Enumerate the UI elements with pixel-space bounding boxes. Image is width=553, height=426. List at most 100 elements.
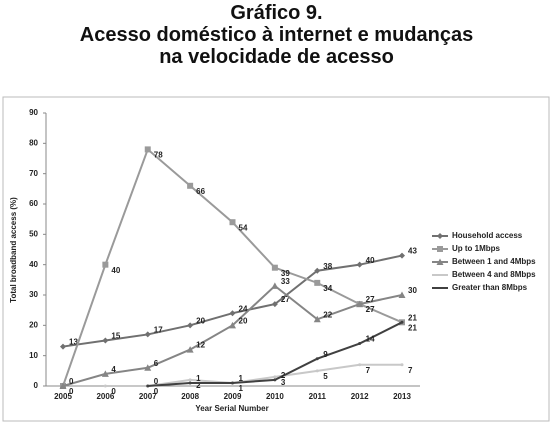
point — [229, 321, 236, 329]
data-label: 38 — [323, 262, 332, 271]
point — [144, 364, 152, 371]
data-label: 24 — [239, 304, 248, 313]
x-axis-label: Year Serial Number — [195, 404, 268, 413]
x-tick-label: 2010 — [266, 392, 284, 401]
data-label: 5 — [323, 372, 328, 381]
data-label: 9 — [323, 350, 328, 359]
point — [59, 382, 67, 389]
data-label: 21 — [408, 323, 417, 332]
data-label: 30 — [408, 286, 417, 295]
data-label: 20 — [239, 316, 248, 325]
legend-label: Household access — [452, 231, 523, 240]
y-axis-label: Total broadband access (%) — [9, 197, 18, 303]
point — [437, 246, 443, 252]
point — [187, 322, 194, 329]
data-label: 27 — [366, 295, 375, 304]
data-label: 54 — [239, 223, 248, 232]
point — [60, 343, 66, 350]
data-label: 0 — [154, 377, 159, 386]
data-label: 27 — [281, 295, 290, 304]
point — [229, 310, 236, 317]
data-label: 66 — [196, 187, 205, 196]
point — [271, 301, 278, 308]
data-label: 1 — [196, 374, 201, 383]
data-label: 6 — [154, 359, 159, 368]
point — [399, 252, 405, 259]
point — [144, 331, 151, 338]
point — [273, 375, 277, 379]
data-label: 13 — [69, 338, 78, 347]
point — [102, 261, 109, 268]
point — [314, 267, 321, 274]
y-tick-label: 60 — [29, 199, 38, 208]
data-label: 34 — [323, 284, 332, 293]
data-label: 1 — [239, 384, 244, 393]
point — [315, 357, 319, 361]
y-tick-label: 20 — [29, 320, 38, 329]
data-label: 7 — [366, 366, 371, 375]
data-label: 39 — [281, 269, 290, 278]
legend-label: Up to 1Mbps — [452, 244, 501, 253]
point — [313, 315, 321, 323]
y-tick-label: 50 — [29, 229, 38, 238]
data-label: 12 — [196, 341, 205, 350]
data-label: 0 — [111, 387, 116, 396]
point — [187, 182, 194, 189]
data-label: 20 — [196, 316, 205, 325]
chart-title: Gráfico 9. — [230, 2, 323, 24]
x-tick-label: 2011 — [309, 392, 327, 401]
point — [356, 300, 364, 308]
y-tick-label: 10 — [29, 351, 38, 360]
chart-subtitle: Acesso doméstico à internet e mudanças — [79, 24, 474, 46]
y-tick-label: 30 — [29, 290, 38, 299]
point — [102, 337, 109, 344]
point — [146, 384, 150, 388]
data-label: 33 — [281, 277, 290, 286]
point — [188, 378, 192, 382]
data-label: 17 — [154, 326, 163, 335]
point — [358, 342, 362, 346]
y-tick-label: 80 — [29, 138, 38, 147]
y-tick-label: 90 — [29, 108, 38, 117]
point — [400, 363, 404, 367]
point — [271, 264, 278, 271]
x-tick-label: 2005 — [54, 392, 72, 401]
data-label: 3 — [281, 378, 286, 387]
data-label: 2 — [281, 371, 286, 380]
data-label: 7 — [408, 366, 413, 375]
data-label: 0 — [69, 377, 74, 386]
data-label: 15 — [111, 332, 120, 341]
data-label: 22 — [323, 310, 332, 319]
point — [144, 146, 151, 153]
point — [231, 381, 234, 385]
y-tick-label: 0 — [34, 381, 39, 390]
point — [315, 369, 319, 373]
data-label: 1 — [239, 374, 244, 383]
point — [188, 381, 192, 385]
legend-label: Between 1 and 4Mbps — [452, 257, 536, 266]
point — [103, 384, 107, 388]
point — [186, 346, 194, 353]
x-tick-label: 2013 — [393, 392, 411, 401]
point — [437, 233, 443, 239]
y-tick-label: 70 — [29, 169, 38, 178]
data-label: 0 — [154, 387, 159, 396]
point — [271, 282, 279, 289]
data-label: 14 — [366, 335, 375, 344]
x-tick-label: 2006 — [96, 392, 114, 401]
point — [398, 291, 406, 298]
point — [229, 219, 236, 226]
data-label: 2 — [196, 381, 201, 390]
legend-label: Between 4 and 8Mbps — [452, 270, 536, 279]
point — [400, 320, 404, 324]
data-label: 27 — [366, 305, 375, 314]
x-tick-label: 2007 — [139, 392, 157, 401]
point — [314, 279, 321, 286]
x-tick-label: 2009 — [224, 392, 242, 401]
point — [358, 363, 362, 367]
y-tick-label: 40 — [29, 260, 38, 269]
data-label: 78 — [154, 151, 163, 160]
x-tick-label: 2008 — [181, 392, 199, 401]
